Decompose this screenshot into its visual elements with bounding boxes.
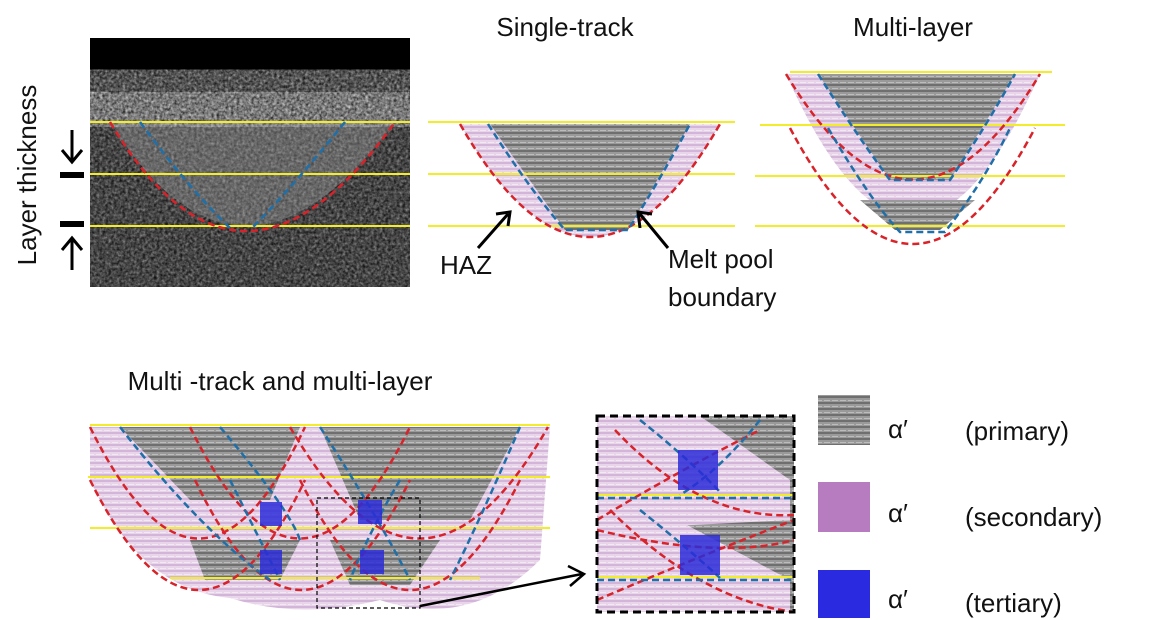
multi-track: [88, 425, 584, 610]
figure: Layer thickness Single-track HAZ Melt po…: [0, 0, 1153, 620]
side-label: Layer thickness: [12, 85, 42, 266]
single-track: [428, 122, 735, 248]
panel-title: Single-track: [496, 12, 634, 42]
legend-symbol: α′: [888, 498, 908, 528]
legend-label: (tertiary): [965, 588, 1062, 618]
panel-title: Multi-layer: [853, 12, 973, 42]
annotation: Melt pool: [668, 244, 774, 274]
micrograph: [90, 38, 410, 290]
legend-symbol: α′: [888, 584, 908, 614]
zoom-inset: [597, 416, 794, 612]
legend-label: (primary): [965, 416, 1069, 446]
annotation: boundary: [668, 282, 776, 312]
annotation: HAZ: [440, 250, 492, 280]
legend: [818, 395, 870, 618]
thickness-arrows: [60, 130, 84, 270]
legend-label: (secondary): [965, 502, 1102, 532]
multi-layer: [755, 72, 1065, 244]
legend-symbol: α′: [888, 414, 908, 444]
panel-title: Multi -track and multi-layer: [128, 366, 433, 396]
